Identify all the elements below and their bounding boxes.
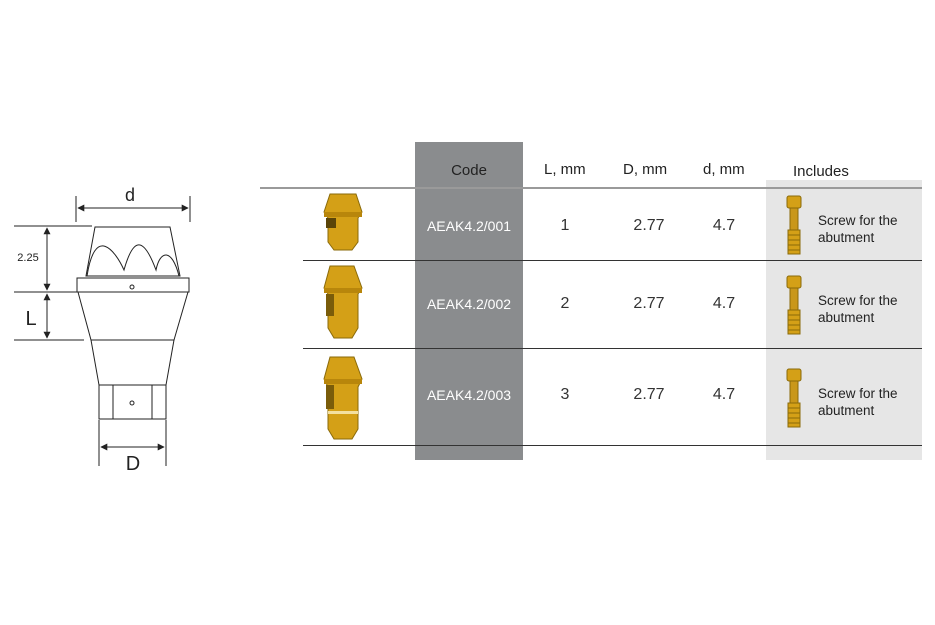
row-code: AEAK4.2/003 <box>426 387 512 403</box>
row-D: 2.77 <box>633 295 665 312</box>
row-code: AEAK4.2/002 <box>426 296 512 312</box>
header-D: D, mm <box>623 161 668 178</box>
row-includes: Screw for the abutment <box>818 293 898 325</box>
row-divider <box>303 348 922 349</box>
gold-screw-image <box>786 275 802 335</box>
row-D: 2.77 <box>633 217 665 234</box>
abutment-technical-drawing: d D L 2.25 <box>14 185 191 475</box>
row-divider <box>303 445 922 446</box>
row-code: AEAK4.2/001 <box>426 218 512 234</box>
row-L: 2 <box>560 295 570 312</box>
gold-abutment-image <box>323 193 363 251</box>
row-L: 3 <box>560 386 570 403</box>
header-L: L, mm <box>544 161 586 178</box>
row-includes: Screw for the abutment <box>818 386 898 418</box>
label-d: d <box>125 185 135 205</box>
header-d: d, mm <box>703 161 745 178</box>
row-d: 4.7 <box>712 386 736 403</box>
row-includes: Screw for the abutment <box>818 213 898 245</box>
gold-abutment-image <box>323 265 363 339</box>
label-2-25: 2.25 <box>17 252 38 264</box>
code-column-background <box>415 142 523 460</box>
header-code: Code <box>451 162 487 179</box>
gold-screw-image <box>786 368 802 428</box>
label-D: D <box>126 453 140 475</box>
row-d: 4.7 <box>712 295 736 312</box>
row-D: 2.77 <box>633 386 665 403</box>
row-L: 1 <box>560 217 570 234</box>
header-divider <box>260 187 922 189</box>
row-divider <box>303 260 922 261</box>
header-includes: Includes <box>793 163 849 180</box>
gold-abutment-image <box>323 356 363 440</box>
gold-screw-image <box>786 195 802 255</box>
label-L: L <box>25 308 36 330</box>
row-d: 4.7 <box>712 217 736 234</box>
